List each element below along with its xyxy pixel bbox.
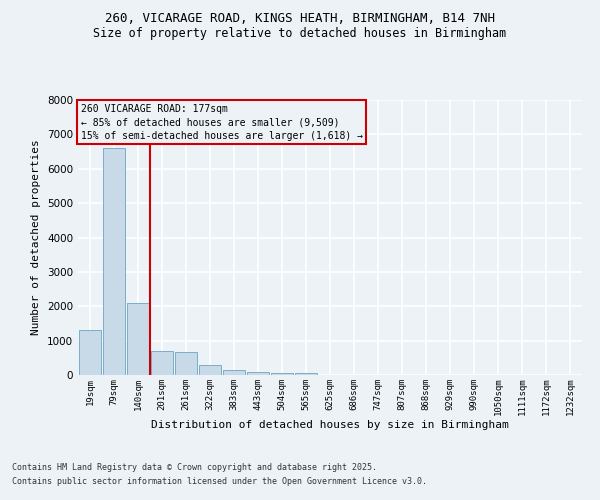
Text: 260, VICARAGE ROAD, KINGS HEATH, BIRMINGHAM, B14 7NH: 260, VICARAGE ROAD, KINGS HEATH, BIRMING… bbox=[105, 12, 495, 26]
Bar bbox=[199, 364, 221, 375]
Bar bbox=[79, 330, 101, 375]
Y-axis label: Number of detached properties: Number of detached properties bbox=[31, 140, 41, 336]
Bar bbox=[151, 351, 173, 375]
X-axis label: Distribution of detached houses by size in Birmingham: Distribution of detached houses by size … bbox=[151, 420, 509, 430]
Bar bbox=[247, 372, 269, 375]
Bar bbox=[103, 148, 125, 375]
Text: Size of property relative to detached houses in Birmingham: Size of property relative to detached ho… bbox=[94, 28, 506, 40]
Bar bbox=[295, 373, 317, 375]
Bar bbox=[223, 370, 245, 375]
Bar bbox=[127, 303, 149, 375]
Bar bbox=[271, 373, 293, 375]
Text: Contains HM Land Registry data © Crown copyright and database right 2025.: Contains HM Land Registry data © Crown c… bbox=[12, 464, 377, 472]
Text: Contains public sector information licensed under the Open Government Licence v3: Contains public sector information licen… bbox=[12, 477, 427, 486]
Text: 260 VICARAGE ROAD: 177sqm
← 85% of detached houses are smaller (9,509)
15% of se: 260 VICARAGE ROAD: 177sqm ← 85% of detac… bbox=[80, 104, 362, 141]
Bar bbox=[175, 352, 197, 375]
